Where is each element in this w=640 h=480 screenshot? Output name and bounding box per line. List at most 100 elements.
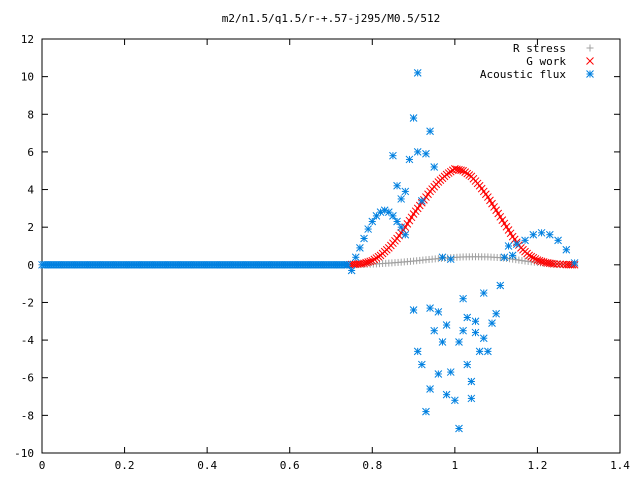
acoustic-flux-point [417,360,426,369]
acoustic-flux-point [368,217,377,226]
acoustic-flux-point [438,253,447,262]
acoustic-flux-point [500,253,509,262]
acoustic-flux-point [393,217,401,226]
g-work-point [374,252,383,261]
axis-ticks [41,38,621,454]
acoustic-flux-point [343,260,352,269]
acoustic-flux-point [512,240,521,248]
acoustic-flux-point [455,424,463,433]
acoustic-flux-point [360,234,368,243]
g-work-point [529,253,538,262]
x-tick-label: 0.6 [280,459,300,472]
g-work-point [366,257,375,266]
acoustic-flux-point [434,308,443,316]
acoustic-flux-point [521,236,529,245]
acoustic-flux-point [471,328,480,337]
acoustic-flux-point [442,390,451,399]
acoustic-flux-point [455,338,463,346]
acoustic-flux-point [351,253,360,262]
acoustic-flux-point [397,195,406,203]
g-work-point [372,254,381,262]
acoustic-flux-point [467,394,476,403]
acoustic-flux-point [570,259,579,267]
acoustic-flux-point [484,347,492,356]
series-acoustic-flux [38,69,579,433]
acoustic-flux-point [413,148,422,156]
x-tick-label: 1.2 [527,459,547,472]
acoustic-flux-point [442,321,451,329]
acoustic-flux-point [393,181,401,190]
acoustic-flux-point [459,326,467,335]
acoustic-flux-point [451,396,459,405]
acoustic-flux-point [475,347,484,356]
acoustic-flux-point [554,236,562,245]
legend-marker [586,70,594,78]
acoustic-flux-point [347,266,356,275]
g-work-point [370,255,379,264]
g-work-point [550,260,558,268]
acoustic-flux-point [467,377,476,386]
y-tick-label: -2 [21,296,34,309]
plot-frame [41,38,621,454]
acoustic-flux-point [422,149,430,158]
acoustic-flux-point [409,114,418,122]
g-work-point [362,258,370,267]
acoustic-flux-point [401,230,410,239]
acoustic-flux-point [426,304,434,312]
acoustic-flux-point [463,313,472,322]
legend-marker [586,57,594,65]
acoustic-flux-point [562,245,571,254]
x-tick-label: 0 [39,459,46,472]
acoustic-flux-point [409,306,418,314]
g-work-point [368,256,377,265]
y-tick-label: 10 [21,71,34,84]
legend-label: Acoustic flux [480,68,566,81]
g-work-point [556,260,564,269]
acoustic-flux-point [422,407,430,416]
y-tick-label: 2 [27,221,34,234]
acoustic-flux-point [430,326,439,335]
acoustic-flux-point [405,155,414,164]
acoustic-flux-point [529,230,538,239]
legend-label: R stress [513,42,566,55]
g-work-point [364,258,373,266]
y-tick-label: -4 [21,334,35,347]
y-tick-label: 6 [27,146,34,159]
g-work-point [525,251,534,260]
x-tick-label: 1 [452,459,459,472]
y-tick-label: 4 [27,184,34,197]
x-tick-label: 0.2 [115,459,135,472]
y-tick-label: 8 [27,108,34,121]
acoustic-flux-point [434,370,443,378]
y-tick-label: -8 [21,409,34,422]
chart-title: m2/n1.5/q1.5/r-+.57-j295/M0.5/512 [222,12,441,25]
acoustic-flux-point [364,225,373,233]
g-work-point [360,259,368,268]
acoustic-flux-point [508,251,517,260]
y-tick-label: -6 [21,372,34,385]
acoustic-flux-point [430,163,439,171]
y-tick-label: 12 [21,33,34,46]
acoustic-flux-point [426,127,434,136]
acoustic-flux-point [446,255,455,264]
x-tick-label: 0.8 [362,459,382,472]
acoustic-flux-point [413,347,422,356]
legend-label: G work [526,55,566,68]
axis-tick-labels: 0 0.2 0.4 0.6 0.8 1 1.2 1.4 -10 -8 -6 -4 -2 0 2 4 6 8 10 12 [14,33,630,472]
acoustic-flux-point [389,212,397,220]
acoustic-flux-point [504,242,513,250]
acoustic-flux-point [401,187,410,196]
x-tick-label: 0.4 [197,459,217,472]
acoustic-flux-point [492,309,500,318]
y-tick-label: -10 [14,447,34,460]
g-work-point [553,260,561,268]
acoustic-flux-point [463,360,472,369]
acoustic-flux-point [397,223,406,232]
acoustic-flux-point [479,289,488,297]
g-work-point [531,255,540,263]
acoustic-flux-point [488,319,496,328]
series-g-work [343,164,579,269]
g-work-point [457,166,465,175]
